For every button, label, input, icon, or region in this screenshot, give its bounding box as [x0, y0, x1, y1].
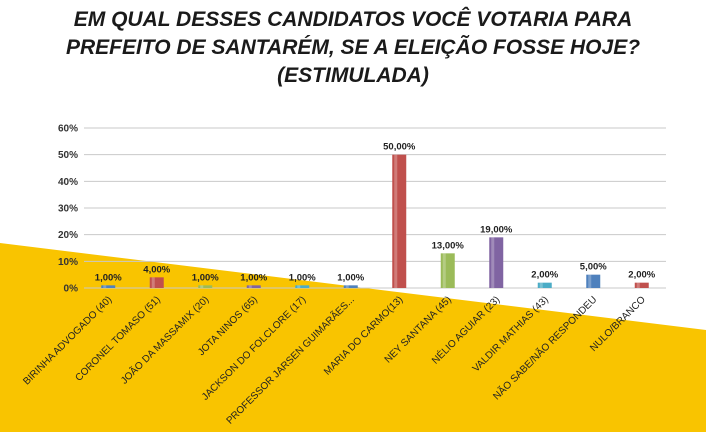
bar [198, 285, 213, 288]
bar-highlight [491, 237, 495, 288]
bar [440, 253, 455, 288]
bar-highlight [394, 154, 398, 288]
y-tick-label: 50% [58, 150, 78, 161]
bar-highlight [200, 285, 204, 288]
category-label: JOÃO DA MASSAMIX (20) [118, 293, 212, 387]
bar [343, 285, 358, 288]
bar [586, 274, 601, 288]
y-tick-label: 30% [58, 204, 78, 215]
data-label: 1,00% [95, 272, 122, 283]
yellow-wedge [0, 243, 706, 432]
data-label: 1,00% [240, 272, 267, 283]
data-label: 1,00% [192, 272, 219, 283]
bar-highlight [297, 285, 301, 288]
bar [634, 282, 649, 288]
data-label: 1,00% [337, 272, 364, 283]
data-label: 2,00% [628, 270, 655, 281]
data-label: 1,00% [289, 272, 316, 283]
bar-highlight [588, 274, 592, 288]
title-line-2: PREFEITO DE SANTARÉM, SE A ELEIÇÃO FOSSE… [65, 36, 641, 59]
category-label: BIRINHA ADVOGADO (40) [21, 294, 114, 387]
data-label: 50,00% [383, 142, 416, 153]
bar [295, 285, 310, 288]
bar [392, 154, 407, 288]
bar-highlight [345, 285, 349, 288]
data-label: 13,00% [432, 240, 465, 251]
bar-highlight [103, 285, 107, 288]
y-tick-label: 60% [58, 124, 78, 135]
bar-highlight [151, 277, 155, 288]
data-label: 4,00% [143, 264, 170, 275]
data-label: 5,00% [580, 262, 607, 273]
bar [101, 285, 116, 288]
bar-highlight [442, 253, 446, 288]
bar [537, 282, 552, 288]
y-tick-label: 20% [58, 230, 78, 241]
category-label: MARIA DO CARMO(13) [322, 294, 405, 377]
page-title: EM QUAL DESSES CANDIDATOS VOCÊ VOTARIA P… [0, 6, 706, 90]
y-tick-label: 10% [58, 257, 78, 268]
data-label: 2,00% [531, 270, 558, 281]
title-line-1: EM QUAL DESSES CANDIDATOS VOCÊ VOTARIA P… [73, 8, 633, 31]
bar [246, 285, 261, 288]
y-tick-label: 40% [58, 177, 78, 188]
title-line-3: (ESTIMULADA) [277, 64, 429, 87]
bar [149, 277, 164, 288]
bar-highlight [636, 282, 640, 288]
category-label: NÃO SABE/NÃO RESPONDEU [490, 293, 599, 402]
category-label: CORONEL TOMASO (51) [73, 294, 162, 383]
data-label: 19,00% [480, 224, 513, 235]
bar-highlight [248, 285, 252, 288]
bar [489, 237, 504, 288]
y-tick-label: 0% [64, 284, 79, 295]
category-label: JACKSON DO FOLCLORE (17) [200, 294, 308, 402]
bar-highlight [539, 282, 543, 288]
